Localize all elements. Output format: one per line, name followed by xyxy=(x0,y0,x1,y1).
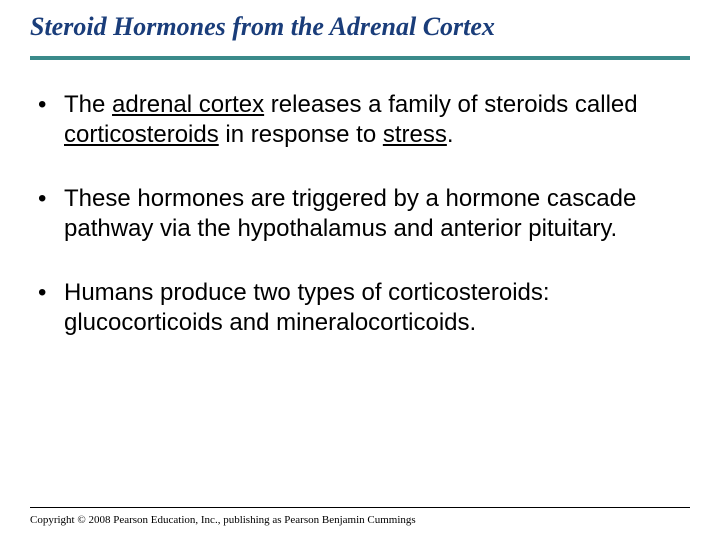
bullet-text: The adrenal cortex releases a family of … xyxy=(64,90,660,150)
underlined-term: stress xyxy=(383,121,447,148)
slide-title: Steroid Hormones from the Adrenal Cortex xyxy=(30,0,690,56)
text-run: . xyxy=(447,121,454,148)
text-run: The xyxy=(64,91,112,118)
underlined-term: adrenal cortex xyxy=(112,91,264,118)
bullet-marker: • xyxy=(38,278,64,308)
bullet-marker: • xyxy=(38,184,64,214)
bullet-text: These hormones are triggered by a hormon… xyxy=(64,184,660,244)
title-underline-rule xyxy=(30,56,690,60)
text-run: in response to xyxy=(219,121,383,148)
underlined-term: corticosteroids xyxy=(64,121,219,148)
bullet-item: • These hormones are triggered by a horm… xyxy=(38,184,660,244)
footer-rule xyxy=(30,507,690,508)
text-run: Humans produce two types of corticostero… xyxy=(64,279,550,336)
text-run: releases a family of steroids called xyxy=(264,91,638,118)
bullet-marker: • xyxy=(38,90,64,120)
content-area: • The adrenal cortex releases a family o… xyxy=(30,90,690,338)
slide-container: Steroid Hormones from the Adrenal Cortex… xyxy=(0,0,720,540)
bullet-item: • Humans produce two types of corticoste… xyxy=(38,278,660,338)
bullet-text: Humans produce two types of corticostero… xyxy=(64,278,660,338)
bullet-item: • The adrenal cortex releases a family o… xyxy=(38,90,660,150)
copyright-text: Copyright © 2008 Pearson Education, Inc.… xyxy=(30,514,416,526)
text-run: These hormones are triggered by a hormon… xyxy=(64,185,636,242)
